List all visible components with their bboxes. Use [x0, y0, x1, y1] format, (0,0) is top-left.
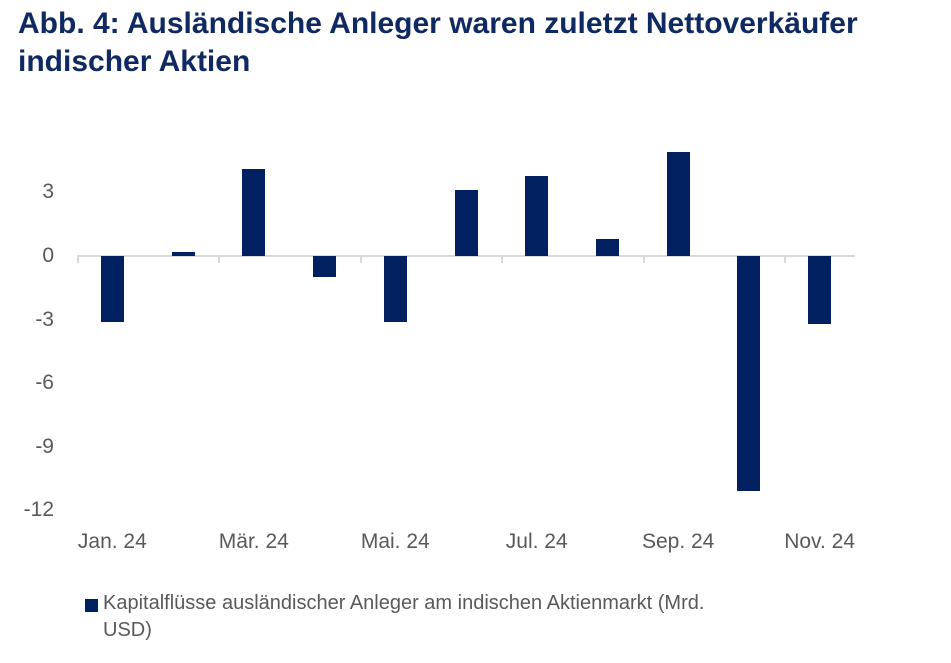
bar-Apr. 24 [313, 256, 337, 278]
x-axis-line [77, 255, 855, 257]
bar-Nov. 24 [808, 256, 832, 324]
x-tick-label: Mär. 24 [218, 530, 289, 553]
bar-Feb. 24 [171, 251, 195, 256]
bar-Jan. 24 [100, 256, 124, 322]
legend-marker-icon [85, 599, 98, 612]
x-tick-label: Nov. 24 [784, 530, 856, 553]
legend-label: Kapitalflüsse ausländischer Anleger am i… [103, 592, 705, 641]
y-tick-label: 3 [42, 180, 54, 204]
bar-Mai. 24 [383, 256, 407, 322]
x-axis-tick [642, 257, 645, 263]
figure-title: Abb. 4: Ausländische Anleger waren zulet… [18, 7, 858, 78]
bar-Aug. 24 [595, 239, 619, 256]
x-tick-label: Mai. 24 [360, 530, 430, 553]
x-tick-label: Sep. 24 [641, 530, 715, 553]
x-axis-tick [218, 257, 221, 263]
y-tick-label: -6 [35, 371, 54, 395]
x-axis-tick [784, 257, 787, 263]
x-tick-label: Jul. 24 [505, 530, 568, 553]
bar-Mär. 24 [242, 169, 266, 256]
y-tick-label: -9 [35, 434, 54, 458]
y-tick-label: -12 [23, 498, 54, 522]
y-tick-label: 0 [42, 244, 54, 267]
x-axis-tick [501, 257, 504, 263]
x-tick-label: Jan. 24 [77, 530, 147, 553]
x-axis-tick [77, 257, 79, 263]
x-axis-tick [359, 257, 362, 263]
legend: Kapitalflüsse ausländischer Anleger am i… [85, 590, 750, 644]
bar-Jul. 24 [525, 175, 549, 256]
y-tick-label: -3 [35, 307, 54, 331]
bar-Sep. 24 [666, 152, 690, 256]
bar-Okt. 24 [737, 256, 761, 491]
bar-Jun. 24 [454, 190, 478, 256]
